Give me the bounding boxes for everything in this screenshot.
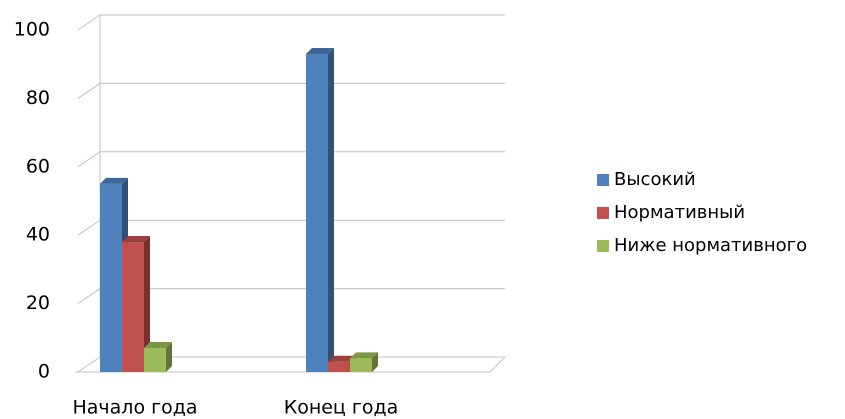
y-tick-label: 20 xyxy=(26,292,50,314)
bar xyxy=(328,361,350,372)
legend-label: Нормативный xyxy=(614,202,745,223)
legend-swatch xyxy=(597,207,609,219)
grid-line xyxy=(77,82,505,99)
x-tick-label: Конец года xyxy=(284,397,399,419)
bar-top xyxy=(144,342,172,349)
legend-swatch xyxy=(597,240,609,252)
bar-side xyxy=(144,236,150,372)
y-tick-label: 80 xyxy=(26,87,50,109)
bar-top xyxy=(100,177,128,184)
bar-top xyxy=(350,352,378,359)
bar xyxy=(122,242,144,372)
legend-label: Высокий xyxy=(614,169,696,190)
bar-top xyxy=(328,355,356,362)
y-tick-label: 100 xyxy=(14,19,50,41)
bar-top xyxy=(122,236,150,243)
bar-side xyxy=(372,352,378,372)
bar-top xyxy=(306,47,334,54)
grid-line xyxy=(77,219,505,236)
y-tick-label: 0 xyxy=(38,361,50,383)
bar-side xyxy=(166,342,172,372)
bar-side xyxy=(328,47,334,372)
bar xyxy=(144,348,166,372)
x-tick-label: Начало года xyxy=(73,397,198,419)
grid-line xyxy=(77,14,505,31)
y-tick-label: 40 xyxy=(26,224,50,246)
bar xyxy=(350,358,372,372)
y-tick-label: 60 xyxy=(26,155,50,177)
grid-line xyxy=(77,151,505,168)
legend-swatch xyxy=(597,174,609,186)
legend-label: Ниже нормативного xyxy=(614,235,807,256)
bar xyxy=(100,183,122,372)
bar xyxy=(306,53,328,372)
floor-right xyxy=(489,356,506,373)
